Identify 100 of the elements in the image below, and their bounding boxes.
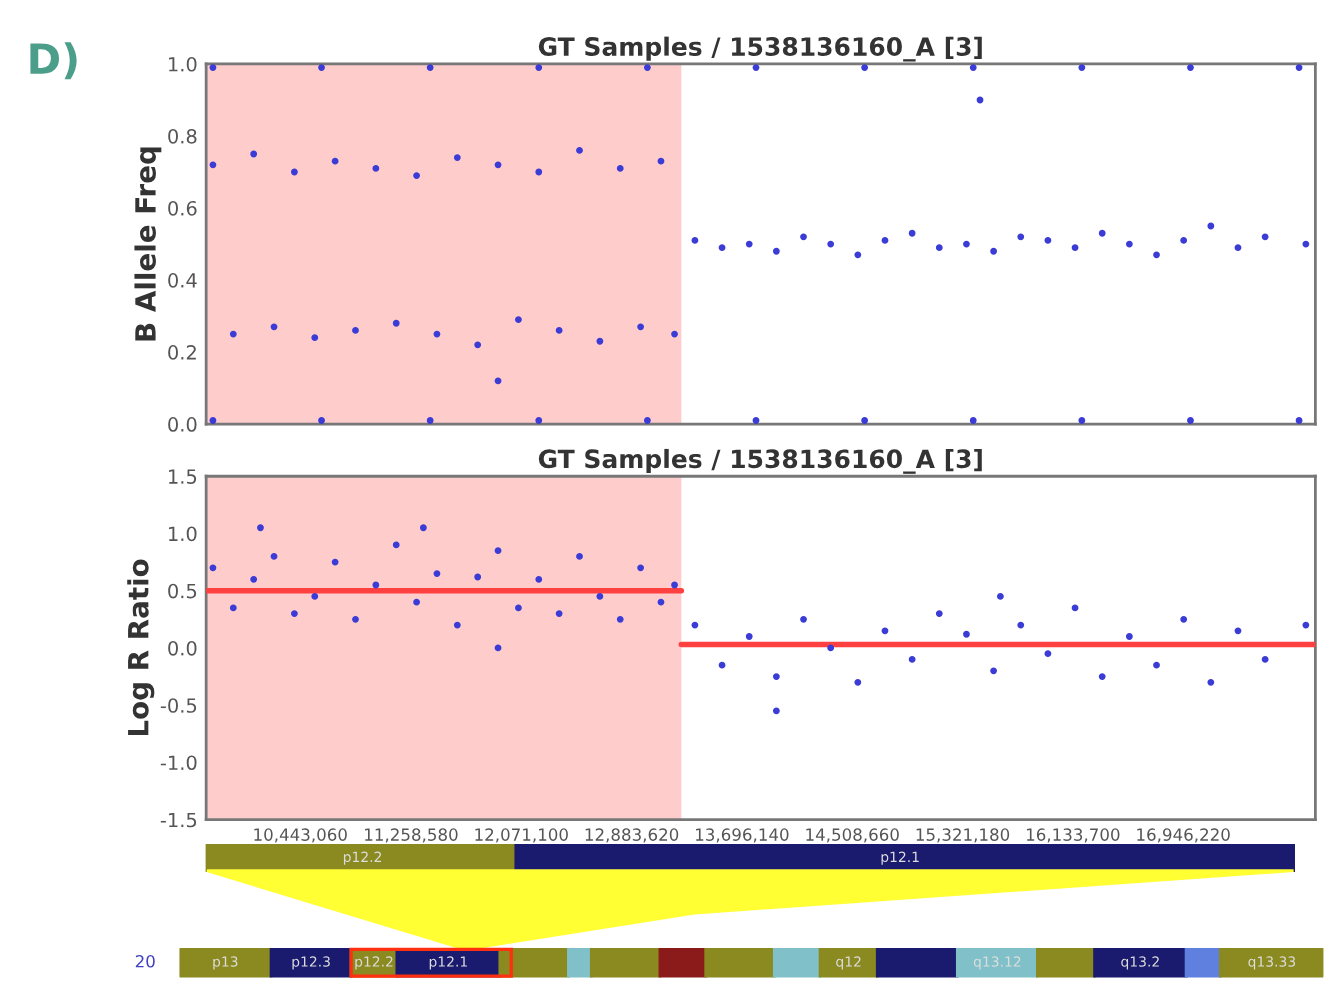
point xyxy=(311,334,319,342)
point xyxy=(1078,417,1086,424)
point xyxy=(752,417,760,424)
chart-title: GT Samples / 1538136160_A [3] xyxy=(538,36,982,62)
x-tick-label: 16,946,220 xyxy=(1137,828,1230,843)
point xyxy=(1125,633,1133,640)
point xyxy=(996,593,1004,600)
point xyxy=(718,244,726,252)
point xyxy=(474,341,482,349)
point xyxy=(392,541,400,549)
point xyxy=(392,319,400,327)
y-tick-label: 0.2 xyxy=(168,345,196,360)
point xyxy=(291,610,298,618)
point xyxy=(908,229,916,237)
point xyxy=(576,552,583,560)
point xyxy=(535,64,543,71)
point xyxy=(433,570,441,577)
x-tick-label: 11,258,580 xyxy=(365,828,458,843)
point xyxy=(881,627,889,635)
point xyxy=(494,547,502,555)
x-tick-label: 10,443,060 xyxy=(254,828,347,843)
point xyxy=(745,633,753,640)
y-tick-label: 1.0 xyxy=(169,526,197,542)
point xyxy=(861,417,869,424)
point xyxy=(861,64,869,71)
x-tick-label: 12,071,100 xyxy=(475,828,568,843)
point xyxy=(426,417,434,424)
point xyxy=(426,64,434,71)
y-tick-label: -1.0 xyxy=(160,755,197,771)
x-tick-label: 15,321,180 xyxy=(916,828,1010,843)
point xyxy=(1017,621,1025,629)
point xyxy=(1098,673,1106,680)
point xyxy=(935,244,943,252)
point xyxy=(827,644,835,652)
point xyxy=(1098,229,1106,237)
y-axis-title: Log R Ratio xyxy=(127,559,155,736)
point xyxy=(311,593,319,600)
y-tick-label: 1.0 xyxy=(169,56,197,72)
y-tick-label: 0.4 xyxy=(168,273,197,288)
text: D) xyxy=(30,42,77,80)
point xyxy=(1187,417,1194,424)
y-tick-label: 0.6 xyxy=(168,200,197,216)
point xyxy=(1207,678,1215,686)
point xyxy=(1302,621,1310,629)
point xyxy=(745,240,753,248)
point xyxy=(616,615,624,623)
point xyxy=(1071,244,1079,252)
point xyxy=(419,524,427,532)
point xyxy=(854,251,862,259)
point xyxy=(935,610,943,618)
point xyxy=(800,615,807,623)
point xyxy=(209,64,217,71)
point xyxy=(1044,650,1052,658)
point xyxy=(1078,64,1086,71)
y-tick-label: -1.5 xyxy=(160,812,197,828)
point xyxy=(657,157,665,165)
point xyxy=(229,330,237,338)
x-tick-label: 13,696,140 xyxy=(696,828,789,843)
point xyxy=(963,240,970,248)
point xyxy=(616,165,624,172)
point xyxy=(413,598,420,606)
y-axis-title: B Allele Freq xyxy=(134,147,162,341)
point xyxy=(352,327,359,334)
point xyxy=(1234,627,1242,635)
point xyxy=(691,237,699,244)
point xyxy=(535,168,543,176)
point xyxy=(643,64,651,71)
point xyxy=(671,330,678,338)
point xyxy=(963,630,970,638)
chart-title: GT Samples / 1538136160_A [3] xyxy=(538,448,982,474)
point xyxy=(515,604,522,612)
point xyxy=(637,564,645,572)
point xyxy=(1234,244,1242,252)
point xyxy=(1187,64,1194,71)
point xyxy=(331,558,339,566)
point xyxy=(1180,615,1188,623)
point xyxy=(229,604,237,612)
point xyxy=(576,146,583,154)
point xyxy=(453,154,461,161)
point xyxy=(800,233,807,241)
point xyxy=(352,615,359,623)
point xyxy=(209,564,217,572)
point xyxy=(453,621,461,629)
x-tick-label: 12,883,620 xyxy=(585,828,679,843)
point xyxy=(752,64,760,71)
point xyxy=(637,323,645,331)
point xyxy=(270,552,278,560)
point xyxy=(372,165,380,172)
point xyxy=(318,417,325,424)
point xyxy=(515,316,522,324)
point xyxy=(494,161,502,169)
point xyxy=(990,247,997,255)
point xyxy=(671,581,678,589)
point xyxy=(854,678,862,686)
point xyxy=(596,337,604,345)
point xyxy=(535,575,543,583)
point xyxy=(969,417,977,424)
y-tick-label: 0.0 xyxy=(168,640,197,656)
point xyxy=(772,673,780,680)
point xyxy=(331,157,339,165)
